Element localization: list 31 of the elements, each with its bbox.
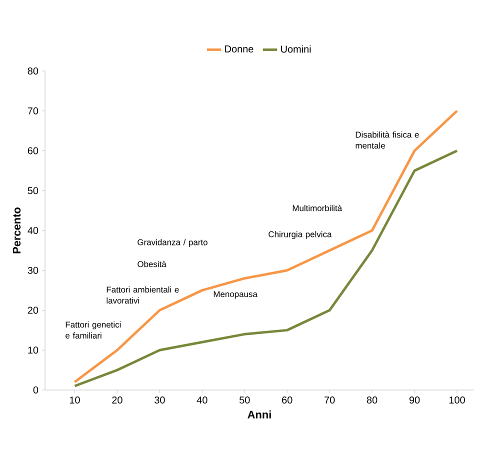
x-tick-label: 80 [366,396,378,404]
x-tick-label: 100 [449,396,465,404]
y-tick-label: 60 [28,147,38,154]
y-tick-label: 10 [28,346,38,354]
y-tick-label: 20 [28,306,38,314]
y-tick-label: 70 [28,107,38,114]
annotation: Menopausa [214,291,258,299]
y-tick-label: 40 [28,226,38,234]
x-tick-label: 70 [324,396,335,404]
y-tick-label: 50 [28,187,38,194]
y-tick-label: 30 [28,266,38,274]
y-tick-label: 80 [28,67,38,75]
y-axis-title: Percento [12,207,21,254]
legend-label: Uomini [281,45,311,53]
annotation: Fattori genetici e familiari [66,321,121,339]
legend-label: Donne [225,46,254,52]
y-tick-label: 0 [33,386,38,394]
x-tick-label: 10 [70,396,80,404]
x-tick-label: 30 [154,396,165,404]
x-tick-label: 90 [409,396,420,404]
annotation: Fattori ambientali e lavorativi [106,286,179,304]
x-tick-label: 50 [240,396,250,404]
annotation: Obesità [138,260,166,268]
x-tick-label: 20 [112,396,122,404]
annotation: Chirurgia pelvica [268,231,332,239]
x-tick-label: 40 [196,396,208,404]
annotation: Multimorbilità [292,204,342,212]
annotation: Disabilità fisica e mentale [356,131,419,149]
annotation: Gravidanza / parto [138,239,208,247]
x-axis-title: Anni [248,410,271,418]
x-tick-label: 60 [282,396,292,404]
